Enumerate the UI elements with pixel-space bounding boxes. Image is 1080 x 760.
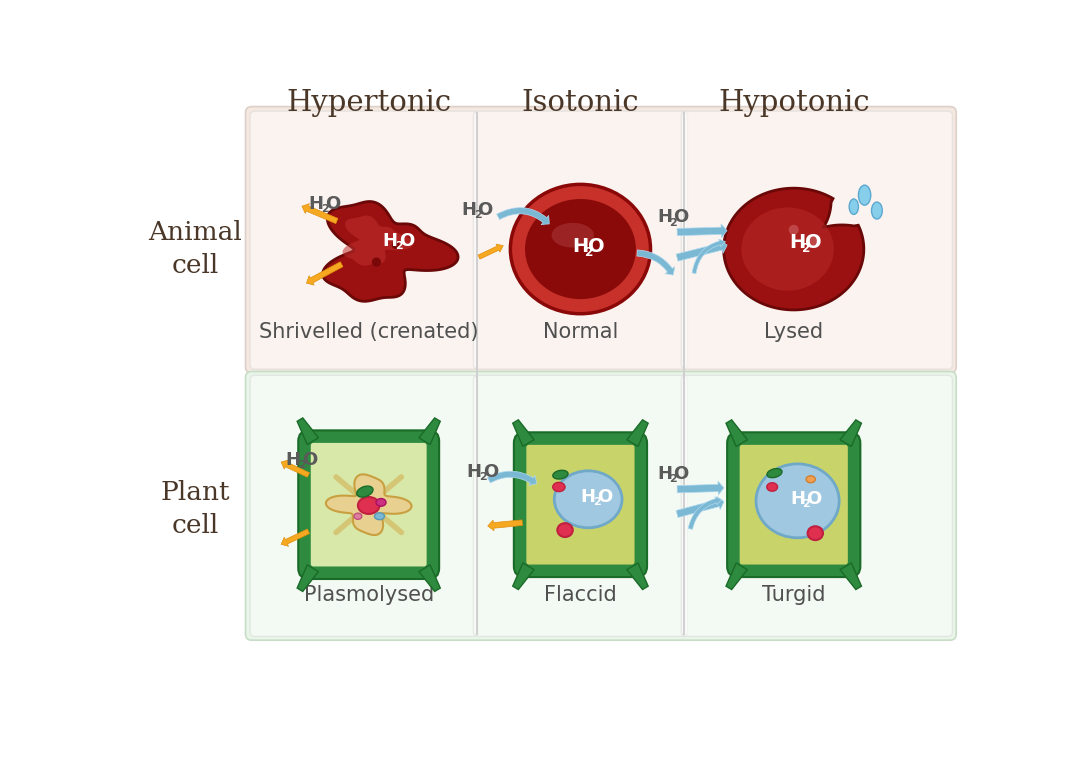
Text: 2: 2 [480, 472, 487, 482]
Text: Normal: Normal [543, 322, 618, 342]
Circle shape [808, 236, 818, 246]
Text: 2: 2 [802, 499, 810, 509]
Text: H: H [657, 465, 672, 483]
Polygon shape [726, 563, 747, 590]
Text: O: O [589, 237, 605, 256]
Ellipse shape [767, 469, 782, 478]
Text: O: O [477, 201, 492, 219]
Text: Turgid: Turgid [762, 584, 825, 605]
Text: 2: 2 [670, 474, 677, 484]
Text: Plasmolysed: Plasmolysed [303, 584, 434, 605]
Circle shape [372, 258, 381, 267]
Polygon shape [840, 563, 862, 590]
Polygon shape [326, 474, 411, 535]
Polygon shape [724, 188, 864, 310]
Text: H: H [581, 488, 596, 506]
Text: H: H [461, 201, 476, 219]
FancyBboxPatch shape [251, 375, 477, 636]
Text: O: O [399, 232, 414, 249]
Ellipse shape [849, 199, 859, 214]
Text: O: O [301, 451, 318, 469]
Polygon shape [419, 565, 441, 591]
FancyBboxPatch shape [473, 375, 688, 636]
FancyBboxPatch shape [525, 443, 636, 566]
Text: Hypertonic: Hypertonic [286, 89, 451, 117]
FancyBboxPatch shape [473, 111, 688, 369]
Ellipse shape [872, 202, 882, 219]
Text: Hypotonic: Hypotonic [718, 89, 869, 117]
Ellipse shape [741, 207, 834, 290]
Text: H: H [789, 233, 806, 252]
Text: H: H [286, 451, 300, 469]
Ellipse shape [525, 199, 636, 299]
Text: 2: 2 [670, 218, 677, 228]
Text: Plant
cell: Plant cell [161, 480, 230, 537]
Text: 2: 2 [593, 497, 600, 508]
Ellipse shape [806, 476, 815, 483]
Text: 2: 2 [585, 245, 594, 258]
Ellipse shape [376, 499, 386, 506]
Ellipse shape [553, 470, 568, 479]
Polygon shape [297, 418, 319, 445]
Ellipse shape [557, 523, 572, 537]
Text: H: H [467, 463, 482, 480]
FancyBboxPatch shape [245, 106, 956, 373]
Polygon shape [726, 420, 747, 446]
Text: Lysed: Lysed [765, 322, 823, 342]
Polygon shape [513, 420, 535, 446]
Ellipse shape [808, 526, 823, 540]
Text: H: H [791, 489, 805, 508]
Polygon shape [297, 565, 319, 591]
Ellipse shape [356, 486, 373, 497]
Ellipse shape [554, 470, 622, 527]
Ellipse shape [552, 223, 594, 248]
Polygon shape [419, 418, 441, 445]
FancyBboxPatch shape [245, 372, 956, 640]
Ellipse shape [357, 497, 379, 514]
Text: H: H [572, 237, 589, 256]
Ellipse shape [767, 483, 778, 491]
Text: O: O [596, 488, 612, 506]
Polygon shape [626, 563, 648, 590]
FancyBboxPatch shape [298, 430, 440, 579]
Text: 2: 2 [802, 242, 811, 255]
Ellipse shape [756, 464, 839, 538]
Polygon shape [840, 420, 862, 446]
Ellipse shape [553, 483, 565, 492]
Text: O: O [325, 195, 340, 213]
Circle shape [392, 242, 400, 249]
FancyBboxPatch shape [727, 432, 861, 577]
FancyBboxPatch shape [251, 111, 477, 369]
Polygon shape [342, 216, 413, 266]
Text: 2: 2 [474, 211, 482, 220]
Text: H: H [382, 232, 397, 249]
Polygon shape [513, 563, 535, 590]
FancyBboxPatch shape [681, 375, 953, 636]
Ellipse shape [511, 185, 650, 314]
Text: O: O [483, 463, 498, 480]
Text: Shrivelled (crenated): Shrivelled (crenated) [259, 322, 478, 342]
Text: Animal
cell: Animal cell [149, 220, 242, 278]
Text: O: O [806, 489, 822, 508]
Circle shape [788, 225, 799, 235]
FancyBboxPatch shape [309, 441, 429, 568]
Polygon shape [626, 420, 648, 446]
Ellipse shape [859, 185, 870, 205]
FancyBboxPatch shape [681, 111, 953, 369]
Ellipse shape [375, 513, 384, 520]
Ellipse shape [354, 513, 362, 519]
Text: O: O [673, 465, 688, 483]
Text: 2: 2 [322, 204, 329, 214]
Text: O: O [806, 233, 822, 252]
FancyBboxPatch shape [738, 443, 850, 566]
Text: 2: 2 [395, 241, 403, 251]
Text: H: H [657, 208, 672, 226]
Text: O: O [673, 208, 688, 226]
Text: Flaccid: Flaccid [544, 584, 617, 605]
Text: 2: 2 [298, 461, 306, 470]
Text: H: H [309, 195, 324, 213]
Text: Isotonic: Isotonic [522, 89, 639, 117]
FancyBboxPatch shape [514, 432, 647, 577]
Polygon shape [323, 201, 458, 301]
